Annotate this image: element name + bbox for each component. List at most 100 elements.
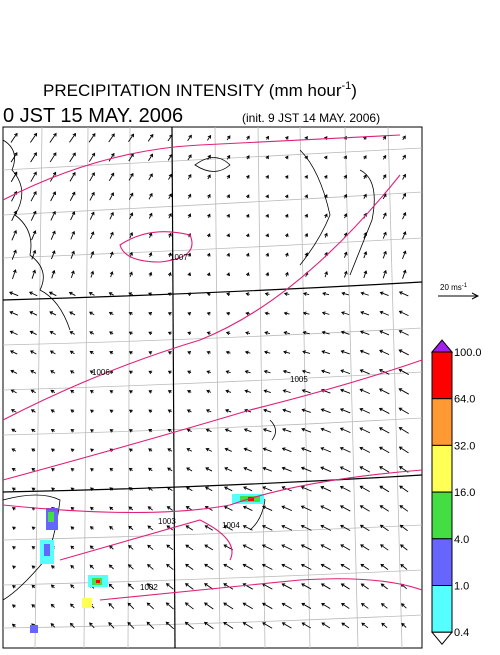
wind-arrow: [68, 291, 76, 296]
wind-arrow: [129, 271, 133, 277]
colorbar-cap: [430, 339, 454, 353]
wind-arrow: [265, 194, 269, 199]
wind-arrow: [340, 330, 350, 335]
wind-arrow: [283, 292, 290, 296]
wind-arrow: [9, 310, 19, 316]
wind-arrow: [109, 231, 114, 239]
wind-arrow: [50, 409, 55, 413]
wind-arrow: [128, 429, 133, 433]
wind-arrow: [343, 213, 348, 219]
wind-arrow: [281, 505, 293, 512]
wind-arrow: [88, 292, 95, 296]
wind-arrow: [50, 389, 56, 394]
wind-arrow: [11, 210, 18, 222]
wind-arrow: [109, 409, 114, 414]
wind-arrow: [206, 389, 212, 394]
wind-arrow: [300, 505, 312, 512]
wind-arrow: [223, 486, 233, 492]
wind-arrow: [128, 506, 134, 511]
contour-label: 1005: [290, 375, 308, 384]
wind-arrow: [245, 252, 250, 257]
wind-arrow: [88, 152, 96, 162]
wind-arrow: [29, 311, 38, 316]
wind-arrow: [69, 191, 76, 201]
wind-arrow: [187, 193, 192, 199]
wind-arrow: [185, 486, 193, 492]
wind-arrow: [242, 544, 253, 551]
wind-arrow: [187, 213, 192, 219]
wind-arrow: [51, 468, 55, 472]
wind-arrow: [90, 409, 94, 414]
wind-arrow: [262, 447, 272, 452]
wind-arrow: [304, 136, 308, 140]
wind-arrow: [206, 311, 211, 316]
wind-arrow: [11, 448, 17, 452]
wind-arrow: [264, 331, 271, 335]
wind-arrow: [166, 486, 173, 491]
wind-arrow: [204, 544, 214, 551]
wind-arrow: [31, 487, 36, 492]
wind-arrow: [90, 250, 95, 259]
wind-arrow: [339, 446, 351, 453]
wind-arrow: [398, 388, 410, 395]
wind-arrow: [109, 211, 114, 220]
wind-arrow: [30, 191, 37, 202]
wind-arrow: [300, 466, 312, 472]
wind-arrow: [49, 330, 56, 335]
title: PRECIPITATION INTENSITY (mm hour-1): [43, 80, 357, 100]
wind-arrow: [167, 448, 173, 452]
wind-arrow: [382, 269, 387, 279]
wind-arrow: [31, 526, 36, 531]
wind-arrow: [167, 390, 172, 394]
wind-arrow: [70, 603, 75, 609]
wind-arrow: [360, 583, 369, 590]
wind-arrow: [30, 389, 36, 394]
wind-arrow: [359, 485, 370, 493]
wind-arrow: [323, 174, 328, 179]
wind-arrow: [187, 312, 192, 316]
wind-arrow: [265, 155, 269, 160]
wind-arrow: [167, 331, 172, 336]
wind-arrow: [282, 408, 292, 413]
wind-arrow: [321, 622, 331, 629]
wind-arrow: [128, 192, 134, 200]
wind-arrow: [89, 350, 94, 355]
wind-arrow: [69, 311, 76, 316]
wind-arrow: [69, 132, 77, 143]
wind-arrow: [324, 232, 328, 238]
wind-arrow: [206, 331, 211, 336]
wind-arrow: [31, 269, 37, 279]
wind-arrow: [51, 269, 56, 279]
wind-arrow: [70, 506, 75, 511]
map-frame: [2, 126, 423, 649]
wind-arrow: [108, 292, 114, 296]
wind-arrow: [11, 249, 17, 260]
wind-arrow: [226, 292, 231, 297]
wind-arrow: [109, 429, 114, 433]
wind-arrow: [380, 563, 389, 570]
wind-arrow: [166, 563, 174, 570]
wind-arrow: [166, 544, 174, 551]
wind-arrow: [361, 622, 369, 629]
wind-arrow: [147, 564, 154, 570]
wind-arrow: [207, 193, 211, 199]
colorbar-label: 1.0: [454, 581, 469, 593]
wind-arrow: [302, 350, 311, 355]
wind-arrow: [399, 505, 409, 512]
wind-arrow: [50, 623, 56, 628]
wind-arrow: [90, 270, 95, 278]
wind-arrow: [226, 194, 230, 199]
wind-arrow: [185, 525, 194, 531]
wind-arrow: [359, 349, 370, 355]
wind-arrow: [343, 193, 348, 199]
wind-arrow: [168, 173, 173, 180]
wind-arrow: [262, 505, 273, 511]
wind-arrow: [379, 349, 390, 356]
wind-arrow: [204, 563, 214, 571]
wind-arrow: [167, 153, 173, 161]
wind-arrow: [128, 292, 134, 296]
wind-arrow: [167, 271, 172, 277]
wind-arrow: [187, 173, 192, 180]
wind-arrow: [263, 408, 272, 413]
wind-arrow: [282, 369, 291, 374]
